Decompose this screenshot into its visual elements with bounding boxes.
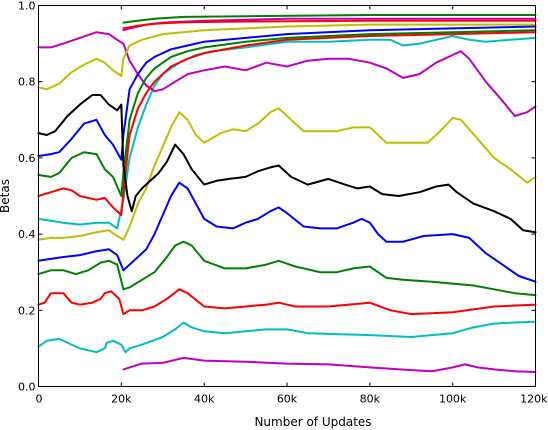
series-line-3: [37, 288, 537, 316]
series-line-7: [37, 35, 537, 230]
y-tick-label: 1.0: [18, 0, 36, 13]
x-tick-label: 120k: [520, 393, 548, 406]
series-line-9: [37, 31, 537, 216]
x-tick-label: 80k: [360, 393, 381, 406]
y-tick-label: 0.6: [18, 152, 36, 165]
series-line-10: [37, 29, 537, 197]
series-line-6: [37, 107, 537, 241]
series-line-11: [37, 25, 537, 161]
x-axis-title: Number of Updates: [254, 415, 371, 429]
y-axis-title: Betas: [0, 179, 12, 213]
x-tick-label: 100k: [439, 393, 467, 406]
axis-ticks: 0 20k 40k 60k 80k 100k 120k 0.0 0.2 0.4 0.6 0.8 1.0: [18, 0, 548, 406]
y-tick-label: 0.0: [18, 381, 36, 394]
x-tick-label: 0: [36, 393, 43, 406]
x-tick-label: 60k: [277, 393, 298, 406]
series-line-2: [37, 320, 537, 354]
x-tick-label: 20k: [111, 393, 132, 406]
series-line-5: [37, 181, 537, 283]
series-line-1: [122, 356, 537, 373]
x-tick-label: 40k: [194, 393, 215, 406]
y-tick-label: 0.8: [18, 76, 36, 89]
series-line-15: [122, 14, 537, 24]
series-line-12: [37, 94, 537, 234]
series-line-16: [122, 19, 537, 30]
y-tick-label: 0.4: [18, 228, 36, 241]
y-tick-label: 0.2: [18, 304, 36, 317]
series-line-8: [37, 31, 537, 117]
series-line-13: [37, 23, 537, 91]
series-line-4: [37, 240, 537, 297]
series-layer: [37, 14, 537, 373]
